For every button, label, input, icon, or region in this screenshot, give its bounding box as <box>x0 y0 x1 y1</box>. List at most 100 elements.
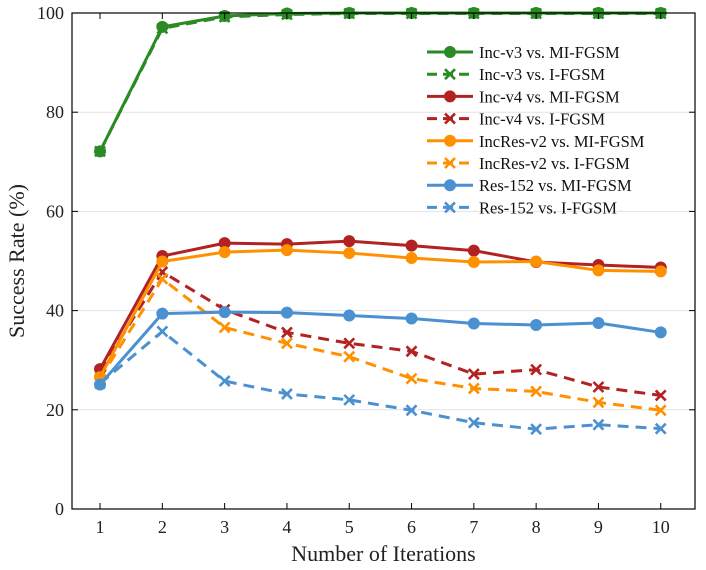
data-point <box>156 272 169 285</box>
y-tick-label: 20 <box>46 400 64 420</box>
series-line <box>98 310 661 386</box>
plot-frame <box>71 12 696 510</box>
data-point <box>530 385 543 398</box>
x-tick-label: 8 <box>532 517 541 537</box>
data-point <box>343 350 356 363</box>
data-point <box>343 309 356 322</box>
data-point <box>467 244 480 257</box>
data-point <box>280 306 293 319</box>
legend-marker <box>444 90 456 103</box>
x-tick-label: 10 <box>652 517 670 537</box>
data-point <box>405 252 418 265</box>
legend-label: IncRes-v2 vs. MI-FGSM <box>479 132 645 151</box>
data-point <box>281 388 293 400</box>
legend-label: Res-152 vs. MI-FGSM <box>479 176 632 195</box>
data-point <box>218 246 231 259</box>
data-point <box>405 345 418 358</box>
x-tick-label: 7 <box>469 517 478 537</box>
series-line <box>98 270 661 397</box>
data-point <box>654 404 667 417</box>
x-tick-label: 9 <box>594 517 603 537</box>
data-point <box>343 247 356 260</box>
x-tick-label: 5 <box>345 517 354 537</box>
data-point <box>530 363 543 376</box>
data-point <box>530 423 543 436</box>
data-point <box>281 326 293 339</box>
data-point <box>405 239 418 252</box>
legend-item: Inc-v3 vs. MI-FGSM <box>427 43 620 62</box>
y-axis-title: Success Rate (%) <box>4 184 29 338</box>
data-point <box>156 20 169 33</box>
series-line <box>99 329 661 431</box>
data-point <box>654 326 667 339</box>
data-point <box>156 255 169 268</box>
legend-label: Inc-v4 vs. MI-FGSM <box>479 87 620 106</box>
data-point <box>654 265 667 278</box>
series-inc-v4-vs-i-fgsm <box>94 265 667 402</box>
x-tick-label: 3 <box>220 517 229 537</box>
data-point <box>467 255 480 268</box>
legend-marker <box>444 157 456 169</box>
y-tick-label: 80 <box>46 102 64 122</box>
data-point <box>405 372 418 385</box>
data-point <box>467 368 480 381</box>
legend-label: Inc-v3 vs. I-FGSM <box>479 65 605 84</box>
axis-ticks: 0 20 40 60 80 100 1 2 3 4 5 6 7 8 9 10 <box>37 3 695 537</box>
y-tick-label: 40 <box>46 301 64 321</box>
data-point <box>592 381 605 393</box>
data-point <box>592 264 605 277</box>
legend-marker <box>444 134 456 147</box>
legend-marker <box>444 179 456 192</box>
series-line <box>98 239 661 370</box>
data-point <box>530 318 543 331</box>
data-point <box>592 396 605 409</box>
x-axis-title: Number of Iterations <box>291 541 476 566</box>
data-point <box>156 325 169 338</box>
x-tick-label: 1 <box>96 517 105 537</box>
x-tick-label: 4 <box>282 517 291 537</box>
legend-label: IncRes-v2 vs. I-FGSM <box>479 154 630 173</box>
data-point <box>467 382 480 395</box>
legend-label: Res-152 vs. I-FGSM <box>479 198 617 217</box>
data-point <box>467 416 480 429</box>
y-tick-label: 60 <box>46 201 64 221</box>
data-point <box>218 306 231 319</box>
data-point <box>654 389 667 402</box>
y-tick-label: 0 <box>55 499 64 519</box>
series-line <box>98 248 661 378</box>
legend: Inc-v3 vs. MI-FGSM Inc-v3 vs. I-FGSM Inc-v… <box>427 43 645 217</box>
legend-marker <box>444 68 456 81</box>
series-incres-v2-vs-i-fgsm <box>94 272 667 417</box>
data-point <box>592 418 605 431</box>
x-tick-label: 6 <box>407 517 416 537</box>
data-point <box>592 317 605 329</box>
data-point <box>218 375 231 387</box>
legend-label: Inc-v4 vs. I-FGSM <box>479 110 605 129</box>
data-point <box>94 378 107 391</box>
y-tick-label: 100 <box>37 3 64 23</box>
data-point <box>405 404 418 417</box>
series-line <box>98 277 661 412</box>
legend-label: Inc-v3 vs. MI-FGSM <box>479 43 620 62</box>
legend-item: IncRes-v2 vs. I-FGSM <box>427 154 630 173</box>
legend-item: Res-152 vs. I-FGSM <box>427 198 617 217</box>
data-point <box>343 235 356 248</box>
data-point <box>156 307 169 320</box>
legend-marker <box>444 201 456 214</box>
data-point <box>218 321 231 334</box>
legend-item: Res-152 vs. MI-FGSM <box>427 176 632 195</box>
x-tick-label: 2 <box>158 517 167 537</box>
data-point <box>94 145 107 158</box>
legend-marker <box>444 46 456 58</box>
legend-item: Inc-v3 vs. I-FGSM <box>427 65 605 84</box>
series-res-152-vs-i-fgsm <box>94 325 667 436</box>
data-point <box>405 312 418 325</box>
data-point <box>530 255 543 268</box>
data-point <box>654 422 667 435</box>
legend-marker <box>444 112 456 125</box>
series-res-152-vs-mi-fgsm <box>94 306 667 391</box>
data-point <box>467 317 480 330</box>
data-point <box>281 337 293 350</box>
data-point <box>343 337 356 350</box>
